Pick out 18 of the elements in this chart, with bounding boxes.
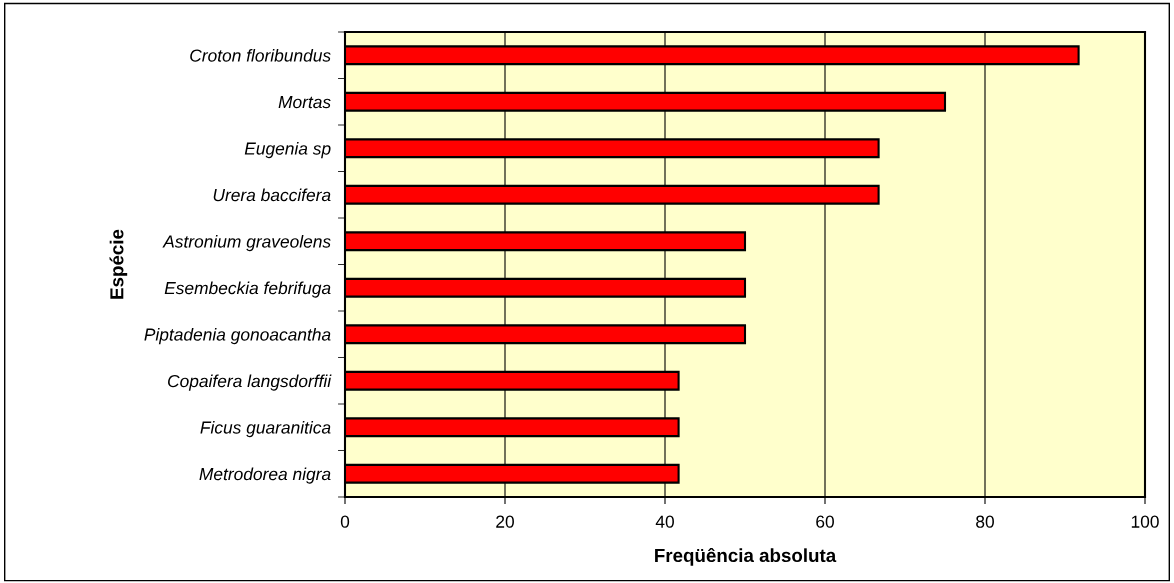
y-axis-title: Espécie (109, 229, 128, 299)
x-tick-label: 60 (816, 515, 834, 528)
x-tick-label: 20 (496, 515, 514, 528)
y-tick-label: Urera baccifera (213, 188, 331, 202)
x-tick-label: 40 (655, 515, 674, 528)
x-tick-label: 100 (1131, 515, 1159, 528)
y-tick-label: Metrodorea nigra (199, 467, 331, 484)
y-tick-label: Esembeckia febrifuga (164, 281, 331, 298)
y-tick-label: Ficus guaranitica (200, 420, 331, 438)
x-tick-label: 0 (340, 515, 350, 528)
y-tick-label: Astronium graveolens (162, 234, 331, 252)
x-axis-title: Freqüência absoluta (655, 547, 837, 566)
y-tick-label: Eugenia sp (244, 141, 331, 159)
y-tick-label: Piptadenia gonoacantha (144, 327, 331, 345)
y-tick-label: Copaifera langsdorffii (168, 374, 332, 391)
y-tick-label: Croton floribundus (190, 48, 331, 62)
x-tick-label: 80 (976, 515, 994, 528)
y-tick-label: Mortas (278, 96, 331, 109)
